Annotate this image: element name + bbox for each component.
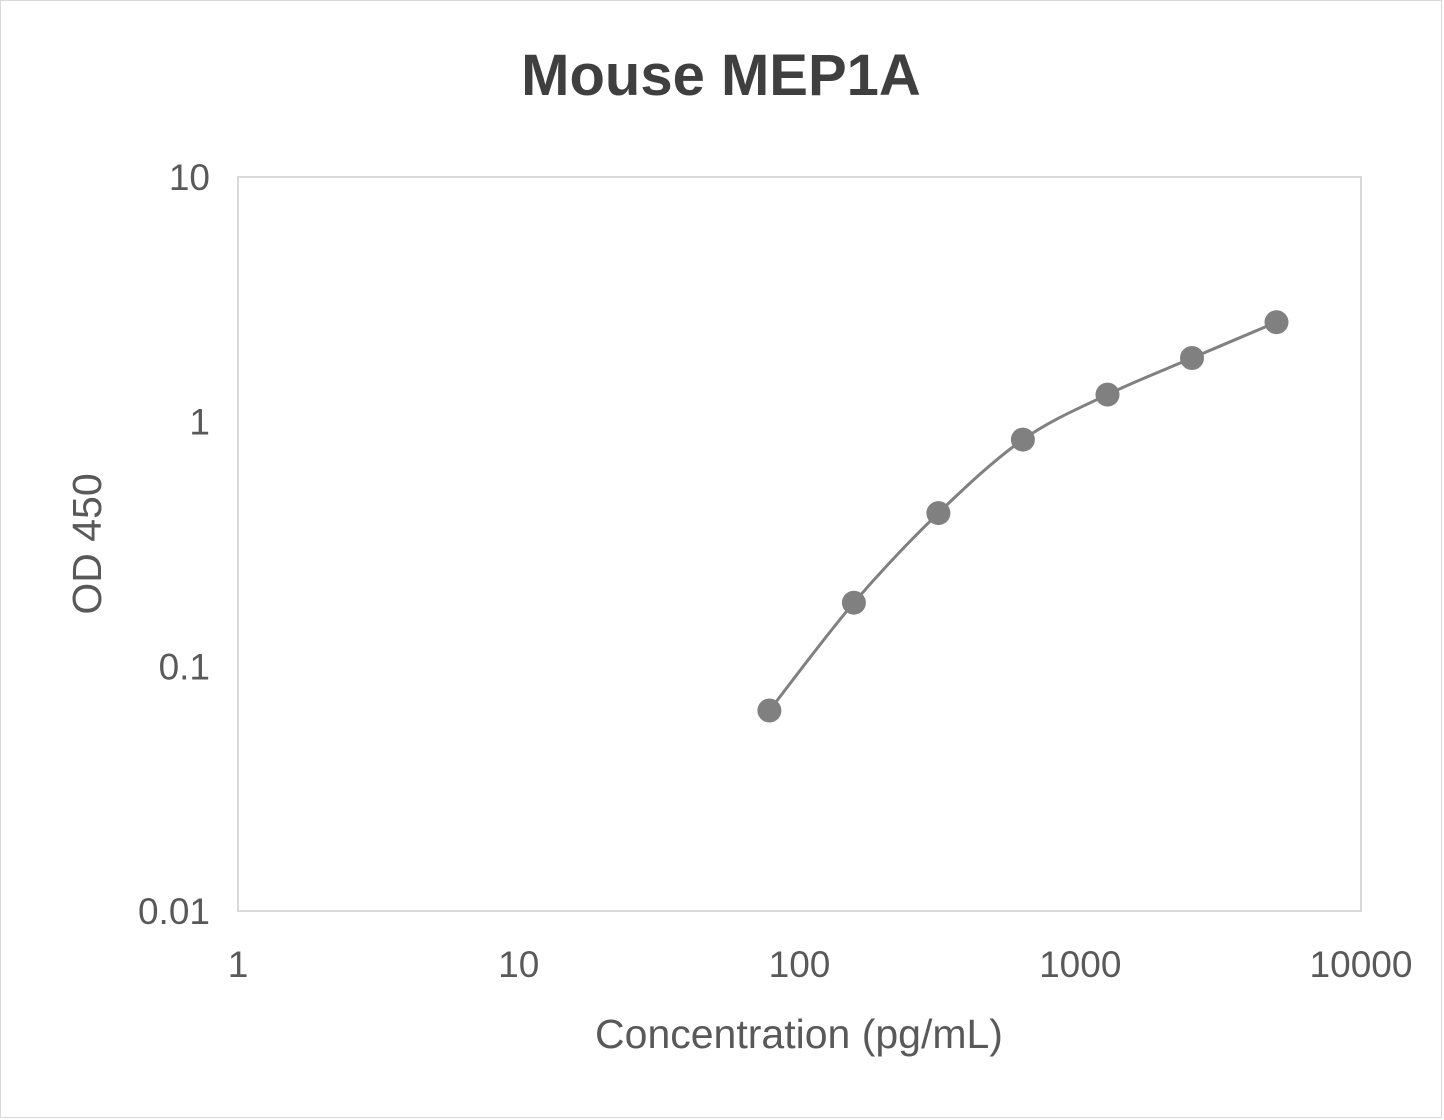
data-point	[926, 501, 951, 526]
x-tick-label: 10000	[1310, 944, 1413, 985]
y-tick-label: 1	[189, 402, 210, 443]
plot-area	[237, 176, 1362, 912]
chart-title: Mouse MEP1A	[521, 43, 921, 108]
y-axis-ticks: 10 1 0.1 0.01	[138, 157, 210, 932]
data-point	[1180, 346, 1204, 370]
y-tick-label: 0.01	[138, 891, 210, 932]
y-tick-label: 10	[169, 157, 210, 198]
x-tick-label: 1000	[1039, 944, 1121, 985]
x-tick-label: 100	[769, 944, 831, 985]
y-tick-label: 0.1	[159, 646, 210, 687]
data-points	[757, 310, 1289, 723]
data-point	[1095, 382, 1120, 407]
data-point	[757, 698, 782, 723]
x-tick-label: 1	[228, 944, 249, 985]
x-axis-ticks: 1 10 100 1000 10000	[228, 944, 1413, 985]
x-tick-label: 10	[498, 944, 539, 985]
x-axis-title: Concentration (pg/mL)	[595, 1011, 1003, 1057]
data-point	[841, 590, 866, 615]
y-axis-title: OD 450	[64, 473, 110, 614]
data-point	[1010, 427, 1035, 452]
data-point	[1264, 310, 1289, 335]
